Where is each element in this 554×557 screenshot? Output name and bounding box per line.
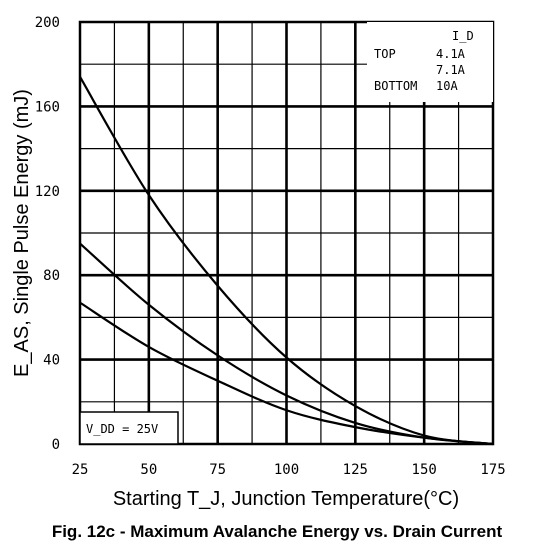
legend: I_D TOP 4.1A 7.1A BOTTOM 10A: [367, 22, 493, 102]
y-tick-label: 160: [35, 99, 60, 115]
figure-caption: Fig. 12c - Maximum Avalanche Energy vs. …: [51, 522, 503, 541]
legend-background: [367, 22, 493, 102]
grid: [80, 22, 493, 444]
series-curves: [79, 76, 494, 446]
series-line-10A: [79, 301, 494, 446]
legend-row-value: 7.1A: [436, 63, 466, 77]
y-axis-title: E_AS, Single Pulse Energy (mJ): [11, 89, 33, 377]
legend-row-value: 4.1A: [436, 47, 466, 61]
annotation-text: V_DD = 25V: [86, 422, 158, 436]
x-tick-label: 75: [209, 462, 226, 478]
y-tick-label: 0: [52, 437, 60, 453]
x-axis-title: Starting T_J, Junction Temperature(°C): [113, 488, 459, 510]
legend-row-label: TOP: [374, 47, 396, 61]
y-tick-label: 120: [35, 184, 60, 200]
vdd-annotation: V_DD = 25V: [79, 411, 179, 445]
x-tick-label: 150: [412, 462, 437, 478]
annotation-box: [79, 411, 179, 445]
y-tick-label: 80: [43, 268, 60, 284]
x-tick-label: 50: [140, 462, 157, 478]
legend-row-value: 10A: [436, 79, 458, 93]
y-tick-label: 200: [35, 15, 60, 31]
x-tick-label: 175: [480, 462, 505, 478]
x-tick-label: 125: [343, 462, 368, 478]
legend-header: I_D: [452, 29, 474, 43]
legend-row-label: BOTTOM: [374, 79, 417, 93]
tick-labels: 25 50 75 100 125 150 175 0 40 80 120 160 200: [35, 15, 506, 478]
y-tick-label: 40: [43, 353, 60, 369]
x-tick-label: 100: [274, 462, 299, 478]
series-line-4.1A: [79, 76, 494, 446]
x-tick-label: 25: [72, 462, 89, 478]
plot-frame: [78, 20, 495, 446]
